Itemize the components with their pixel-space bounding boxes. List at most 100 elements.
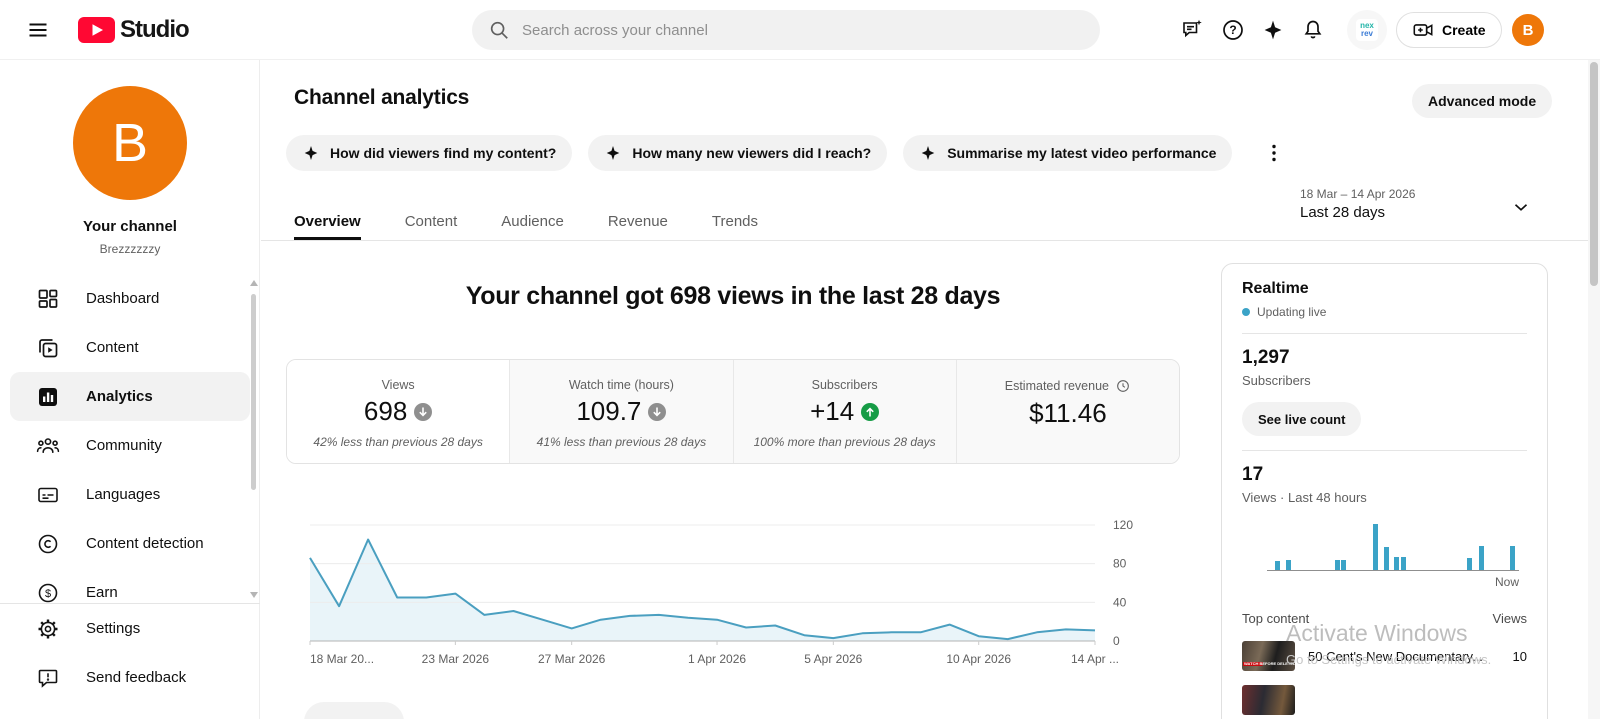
sidebar-item-earn[interactable]: $ Earn <box>10 568 250 603</box>
realtime-subscribers-value: 1,297 <box>1242 347 1290 368</box>
sidebar-item-community[interactable]: Community <box>10 421 250 470</box>
date-preset-text: Last 28 days <box>1300 204 1386 221</box>
date-range-selector[interactable]: 18 Mar – 14 Apr 2026 Last 28 days <box>1300 187 1415 221</box>
send-feedback-sparkle-icon[interactable] <box>1180 18 1204 42</box>
sidebar-item-label: Content detection <box>86 535 204 552</box>
divider <box>1242 450 1527 451</box>
page-title: Channel analytics <box>294 86 470 109</box>
channel-search[interactable] <box>472 10 1100 50</box>
help-icon[interactable]: ? <box>1221 18 1245 42</box>
metric-value: +14 <box>810 396 855 426</box>
topbar: Studio ? nex rev <box>0 0 1600 60</box>
sidebar-item-content[interactable]: Content <box>10 323 250 372</box>
sparkle-icon <box>604 144 622 162</box>
svg-text:18 Mar 20...: 18 Mar 20... <box>310 652 374 666</box>
svg-text:1 Apr 2026: 1 Apr 2026 <box>688 652 746 666</box>
page-scrollbar-thumb[interactable] <box>1590 62 1598 286</box>
earn-dollar-icon: $ <box>36 581 60 604</box>
tab-content[interactable]: Content <box>404 213 458 230</box>
video-thumbnail <box>1242 685 1295 715</box>
svg-text:23 Mar 2026: 23 Mar 2026 <box>422 652 490 666</box>
chevron-down-icon[interactable] <box>1510 196 1532 218</box>
youtube-play-icon <box>78 17 115 43</box>
live-dot-icon <box>1242 308 1250 316</box>
channel-avatar-letter: B <box>111 113 149 173</box>
tab-overview[interactable]: Overview <box>294 205 361 240</box>
realtime-bar <box>1510 546 1516 570</box>
see-live-count-button[interactable]: See live count <box>1242 402 1362 436</box>
svg-text:14 Apr ...: 14 Apr ... <box>1071 652 1119 666</box>
clock-icon <box>1115 378 1131 394</box>
sidebar-item-content-detection[interactable]: Content detection <box>10 519 250 568</box>
ai-chip-find-content[interactable]: How did viewers find my content? <box>286 135 573 171</box>
sidebar-item-languages[interactable]: Languages <box>10 470 250 519</box>
sparkle-icon <box>919 144 937 162</box>
chip-label: How many new viewers did I reach? <box>632 145 872 161</box>
more-options-kebab-icon[interactable] <box>1262 141 1286 165</box>
dashboard-icon <box>36 287 60 311</box>
svg-text:27 Mar 2026: 27 Mar 2026 <box>538 652 606 666</box>
copyright-icon <box>36 532 60 556</box>
trend-down-icon <box>414 402 433 421</box>
youtube-studio-logo[interactable]: Studio <box>78 16 190 44</box>
metric-value: 109.7 <box>576 396 642 426</box>
svg-text:5 Apr 2026: 5 Apr 2026 <box>804 652 862 666</box>
ai-suggestion-chips: How did viewers find my content? How man… <box>286 135 1286 171</box>
sidebar-item-label: Analytics <box>86 388 153 405</box>
realtime-bar <box>1335 560 1341 570</box>
tab-audience[interactable]: Audience <box>501 213 564 230</box>
extension-logo: nex rev <box>1356 19 1378 41</box>
page-scrollbar[interactable] <box>1588 60 1600 719</box>
sidebar-item-dashboard[interactable]: Dashboard <box>10 274 250 323</box>
chip-label: Summarise my latest video performance <box>947 145 1217 161</box>
tab-revenue[interactable]: Revenue <box>607 213 668 230</box>
metric-card-watch-time[interactable]: Watch time (hours) 109.7 41% less than p… <box>509 360 733 463</box>
realtime-bar <box>1274 561 1280 570</box>
realtime-views-value: 17 <box>1242 464 1264 485</box>
updating-live-label: Updating live <box>1257 305 1327 319</box>
realtime-bar <box>1400 557 1406 570</box>
search-icon <box>488 19 510 41</box>
see-more-button[interactable] <box>304 702 404 719</box>
browser-extension-badge[interactable]: nex rev <box>1347 10 1387 50</box>
metric-card-estimated-revenue[interactable]: Estimated revenue $11.46 <box>955 360 1179 463</box>
sidebar-divider <box>0 603 260 604</box>
scrollbar-down-arrow[interactable] <box>250 592 258 598</box>
advanced-mode-button[interactable]: Advanced mode <box>1412 84 1553 118</box>
create-video-icon <box>1412 19 1434 41</box>
date-range-text: 18 Mar – 14 Apr 2026 <box>1300 187 1416 201</box>
avatar-letter: B <box>1522 21 1534 39</box>
top-content-row[interactable]: WATCH BEFORE DELETED 50 Cent's New Docum… <box>1242 641 1527 671</box>
sidebar-item-analytics[interactable]: Analytics <box>10 372 250 421</box>
realtime-card: Realtime Updating live 1,297 Subscribers… <box>1221 263 1548 719</box>
video-title: 50 Cent's New Documentary... <box>1308 648 1483 664</box>
sidebar-scrollbar[interactable] <box>250 280 258 598</box>
views-line-chart[interactable]: 0 40 80 120 18 Mar 20... 23 Mar 2026 27 Mar 20… <box>261 500 1161 670</box>
tab-trends[interactable]: Trends <box>711 213 759 230</box>
metric-compare: 42% less than previous 28 days <box>313 435 483 449</box>
realtime-title: Realtime <box>1242 280 1309 297</box>
overview-headline: Your channel got 698 views in the last 2… <box>465 282 1001 310</box>
ai-sparkle-icon[interactable] <box>1261 18 1285 42</box>
svg-text:80: 80 <box>1113 557 1127 571</box>
scrollbar-thumb[interactable] <box>251 294 256 490</box>
sidebar-item-send-feedback[interactable]: Send feedback <box>10 653 250 702</box>
notifications-bell-icon[interactable] <box>1301 18 1325 42</box>
metric-card-views[interactable]: Views 698 42% less than previous 28 days <box>287 360 510 463</box>
sidebar-item-label: Community <box>86 437 162 454</box>
channel-avatar[interactable]: B <box>73 86 187 200</box>
search-input[interactable] <box>522 21 1084 39</box>
realtime-bar <box>1341 560 1347 570</box>
sidebar-nav: Dashboard Content Analytics Community <box>0 274 260 603</box>
ai-chip-summarise-performance[interactable]: Summarise my latest video performance <box>903 135 1233 171</box>
scrollbar-up-arrow[interactable] <box>250 280 258 286</box>
account-avatar[interactable]: B <box>1512 14 1544 46</box>
sidebar-item-label: Send feedback <box>86 669 187 686</box>
realtime-bar-chart[interactable] <box>1267 519 1519 571</box>
create-button[interactable]: Create <box>1396 12 1502 48</box>
metric-card-subscribers[interactable]: Subscribers +14 100% more than previous … <box>732 360 956 463</box>
hamburger-menu-icon[interactable] <box>26 18 50 42</box>
sidebar-item-settings[interactable]: Settings <box>10 604 250 653</box>
svg-text:120: 120 <box>1113 518 1133 532</box>
ai-chip-new-viewers[interactable]: How many new viewers did I reach? <box>588 135 888 171</box>
